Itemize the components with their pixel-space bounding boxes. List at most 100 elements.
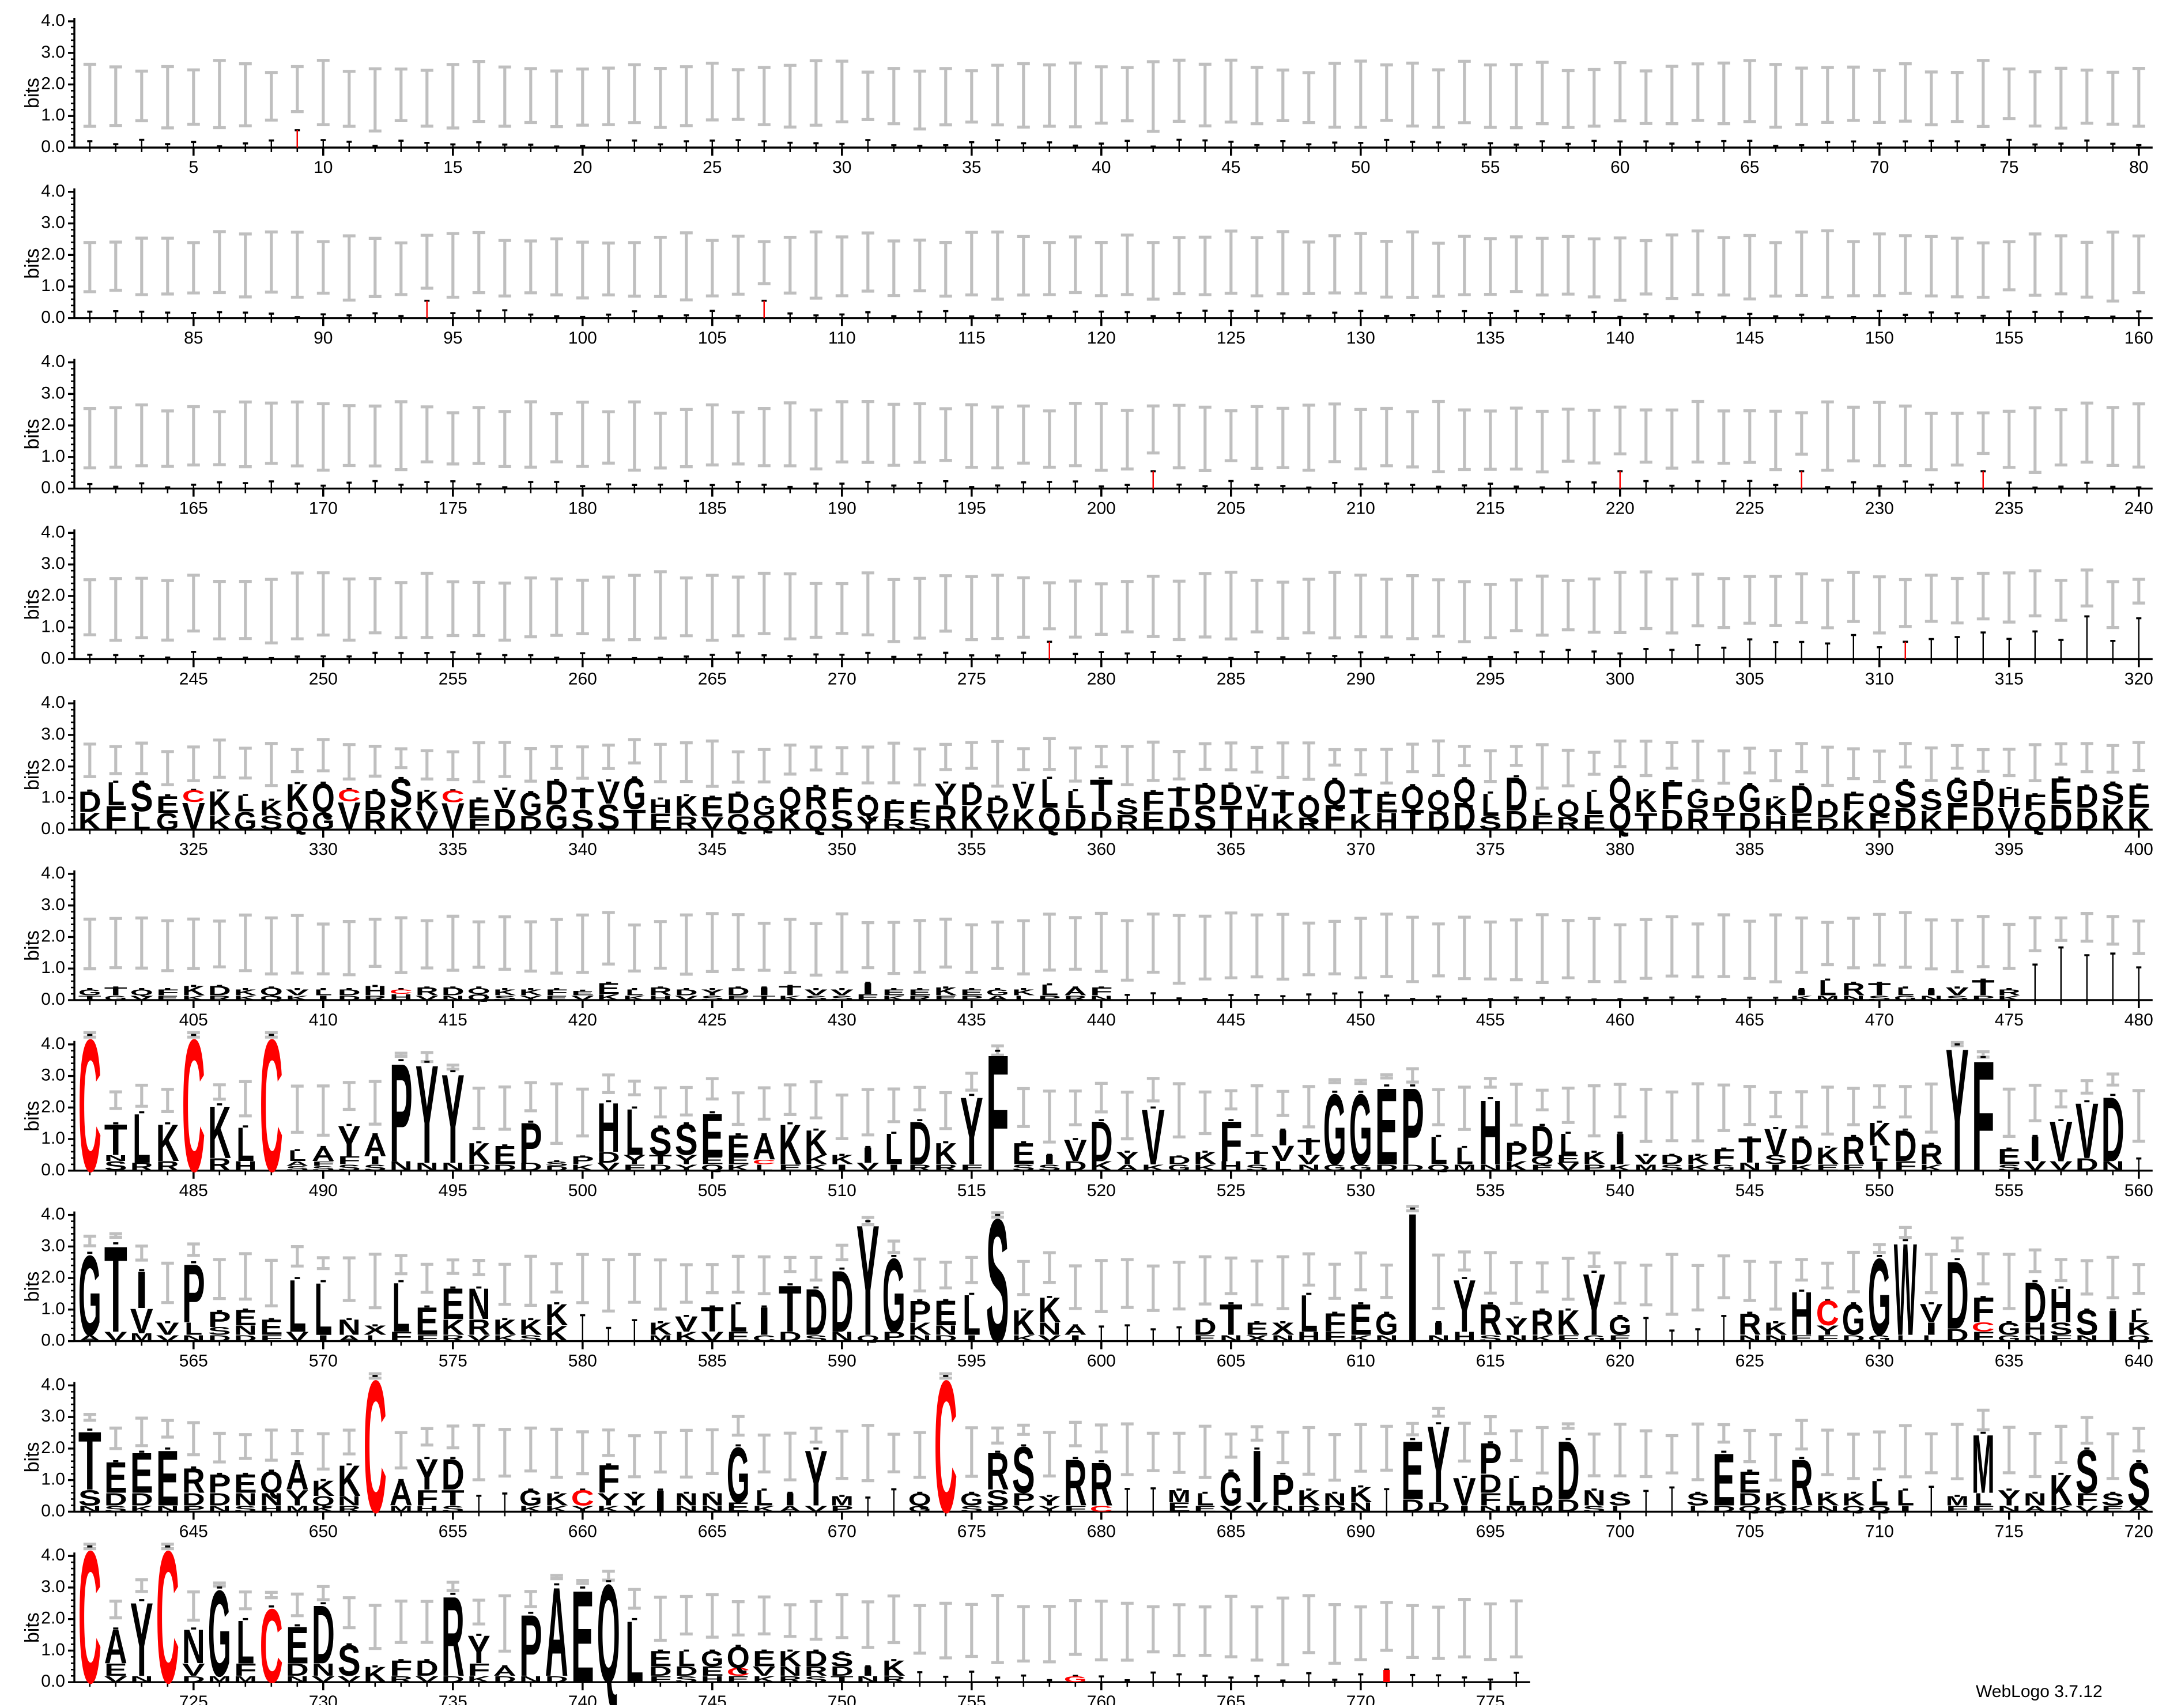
svg-text:4.0: 4.0 bbox=[41, 1034, 65, 1053]
svg-text:345: 345 bbox=[698, 840, 727, 859]
svg-text:D: D bbox=[1505, 768, 1528, 821]
svg-text:2.0: 2.0 bbox=[41, 244, 65, 263]
svg-text:605: 605 bbox=[1217, 1352, 1246, 1371]
svg-text:L: L bbox=[1040, 771, 1058, 817]
svg-text:225: 225 bbox=[1735, 499, 1764, 518]
svg-text:0.0: 0.0 bbox=[41, 1160, 65, 1179]
svg-text:Q: Q bbox=[1427, 787, 1450, 816]
svg-text:0.0: 0.0 bbox=[41, 819, 65, 838]
svg-text:D: D bbox=[1531, 1482, 1554, 1511]
svg-text:K: K bbox=[1764, 793, 1787, 821]
svg-text:S: S bbox=[1894, 774, 1917, 816]
svg-text:P: P bbox=[519, 1112, 542, 1175]
svg-text:2.0: 2.0 bbox=[41, 1438, 65, 1457]
svg-text:D: D bbox=[675, 987, 698, 997]
svg-text:V: V bbox=[1142, 1094, 1165, 1182]
svg-text:N: N bbox=[1583, 1486, 1606, 1510]
svg-text:K: K bbox=[286, 776, 309, 820]
svg-text:1.0: 1.0 bbox=[41, 617, 65, 636]
svg-text:505: 505 bbox=[698, 1181, 727, 1200]
svg-text:D: D bbox=[364, 785, 387, 816]
svg-text:T: T bbox=[1220, 1295, 1243, 1344]
svg-text:E: E bbox=[1375, 1066, 1398, 1189]
svg-text:L: L bbox=[1896, 986, 1914, 998]
svg-text:2.0: 2.0 bbox=[41, 74, 65, 93]
svg-text:C: C bbox=[441, 787, 465, 806]
svg-text:K: K bbox=[208, 1091, 231, 1174]
svg-text:F: F bbox=[1323, 1309, 1346, 1337]
svg-text:K: K bbox=[182, 983, 205, 998]
svg-text:H: H bbox=[364, 983, 387, 998]
svg-text:155: 155 bbox=[1995, 329, 2024, 348]
svg-text:V: V bbox=[1946, 986, 1969, 998]
svg-text:A: A bbox=[1064, 1323, 1087, 1337]
svg-text:H: H bbox=[1479, 1081, 1502, 1185]
svg-text:R: R bbox=[1842, 1129, 1865, 1173]
svg-text:L: L bbox=[1818, 976, 1836, 1000]
svg-text:Q: Q bbox=[312, 776, 335, 821]
svg-text:3.0: 3.0 bbox=[41, 1236, 65, 1255]
svg-text:310: 310 bbox=[1865, 669, 1894, 688]
svg-text:R: R bbox=[1998, 987, 2021, 997]
svg-text:320: 320 bbox=[2125, 669, 2153, 688]
svg-text:T: T bbox=[1738, 1131, 1761, 1170]
svg-text:R: R bbox=[805, 780, 828, 817]
svg-text:I: I bbox=[2107, 1302, 2119, 1351]
svg-text:G: G bbox=[753, 793, 776, 820]
svg-text:F: F bbox=[1090, 986, 1113, 998]
svg-text:0.0: 0.0 bbox=[41, 308, 65, 327]
svg-text:L: L bbox=[236, 791, 254, 816]
svg-text:Q: Q bbox=[1453, 772, 1476, 809]
svg-text:I: I bbox=[1251, 1435, 1263, 1518]
svg-text:H: H bbox=[1790, 1279, 1813, 1348]
svg-text:V: V bbox=[1453, 1470, 1476, 1514]
svg-text:T: T bbox=[779, 983, 802, 998]
svg-text:2.0: 2.0 bbox=[41, 586, 65, 605]
svg-text:I: I bbox=[1795, 987, 1808, 997]
svg-text:D: D bbox=[1790, 778, 1813, 822]
svg-text:I: I bbox=[784, 1490, 797, 1509]
svg-text:590: 590 bbox=[828, 1352, 856, 1371]
svg-text:445: 445 bbox=[1217, 1011, 1246, 1030]
svg-text:20: 20 bbox=[573, 158, 592, 177]
svg-text:F: F bbox=[1220, 1110, 1243, 1174]
svg-text:I: I bbox=[654, 1484, 667, 1518]
svg-text:S: S bbox=[2101, 777, 2125, 810]
svg-text:V: V bbox=[675, 1312, 698, 1336]
svg-text:545: 545 bbox=[1735, 1181, 1764, 1200]
svg-text:45: 45 bbox=[1221, 158, 1240, 177]
svg-text:S: S bbox=[1012, 1433, 1035, 1507]
svg-text:R: R bbox=[1738, 1307, 1761, 1341]
svg-text:4.0: 4.0 bbox=[41, 1375, 65, 1394]
svg-text:E: E bbox=[260, 1315, 283, 1340]
svg-text:65: 65 bbox=[1740, 158, 1759, 177]
svg-text:635: 635 bbox=[1995, 1352, 2024, 1371]
svg-text:K: K bbox=[234, 987, 257, 997]
svg-text:435: 435 bbox=[957, 1011, 986, 1030]
svg-text:D: D bbox=[441, 1450, 465, 1499]
svg-text:710: 710 bbox=[1865, 1522, 1894, 1541]
svg-text:300: 300 bbox=[1606, 669, 1635, 688]
svg-text:S: S bbox=[986, 1182, 1009, 1378]
svg-text:E: E bbox=[467, 793, 490, 824]
svg-text:L: L bbox=[625, 987, 643, 997]
svg-text:0.0: 0.0 bbox=[41, 478, 65, 497]
svg-text:D: D bbox=[2076, 780, 2099, 815]
svg-text:T: T bbox=[1246, 1148, 1269, 1168]
svg-text:Y: Y bbox=[1505, 1313, 1528, 1340]
svg-text:L: L bbox=[1507, 1470, 1525, 1514]
svg-text:3.0: 3.0 bbox=[41, 1066, 65, 1085]
svg-text:K: K bbox=[545, 1298, 568, 1332]
svg-text:Y: Y bbox=[416, 1450, 439, 1499]
svg-text:I: I bbox=[1432, 1319, 1445, 1339]
svg-text:K: K bbox=[208, 784, 231, 823]
svg-text:T: T bbox=[1168, 783, 1191, 813]
svg-text:135: 135 bbox=[1476, 329, 1505, 348]
svg-text:4.0: 4.0 bbox=[41, 522, 65, 541]
svg-text:N: N bbox=[1323, 1490, 1346, 1509]
svg-text:390: 390 bbox=[1865, 840, 1894, 859]
svg-text:210: 210 bbox=[1346, 499, 1375, 518]
svg-text:3.0: 3.0 bbox=[41, 383, 65, 402]
svg-text:S: S bbox=[130, 775, 153, 821]
svg-text:715: 715 bbox=[1995, 1522, 2024, 1541]
